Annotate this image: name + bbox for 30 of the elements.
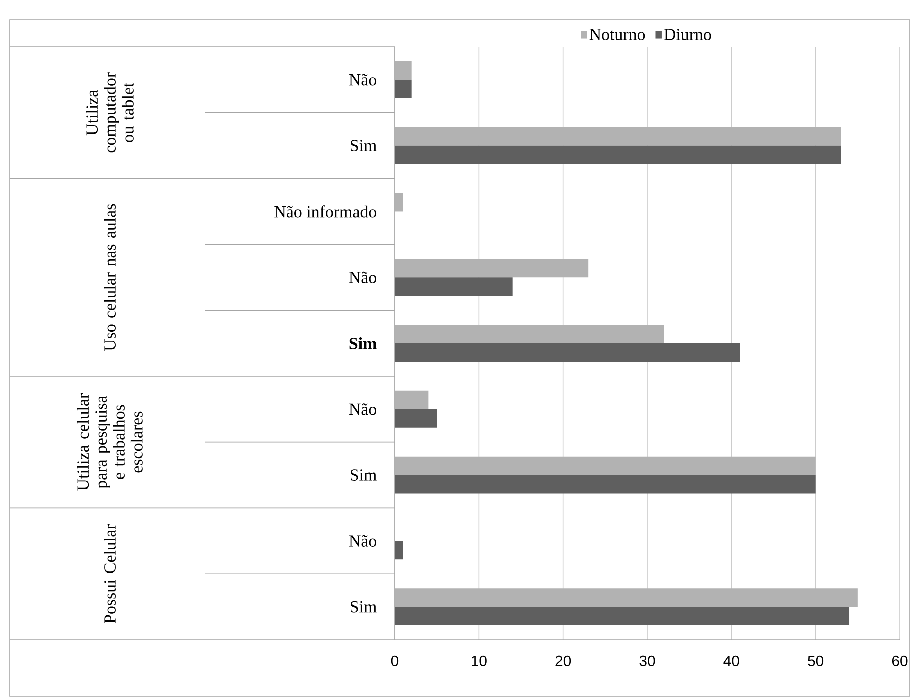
bar: [395, 409, 438, 428]
text: Uso celular nas aulas: [104, 204, 116, 352]
x-tick-label: 40: [724, 656, 740, 666]
bar: [395, 607, 850, 626]
bar: [395, 475, 816, 494]
text: Utiliza computador ou tablet: [86, 72, 134, 153]
x-tick-label: 0: [391, 656, 399, 666]
y-tick-label: Sim: [350, 338, 377, 350]
x-tick-label: 50: [808, 656, 824, 666]
bar: [395, 278, 513, 296]
y-tick-label: Não: [349, 74, 377, 86]
bar: [395, 146, 842, 164]
y-tick-label: Não: [349, 535, 377, 547]
text: Utiliza celular para pesquisa e trabalhos escolares: [77, 394, 143, 491]
bar: [395, 80, 412, 98]
legend-label: Diurno: [664, 29, 712, 40]
legend-label: Noturno: [590, 29, 646, 40]
text: Possui Celular: [104, 524, 116, 624]
x-tick-label: 60: [892, 656, 908, 666]
y-tick-label: Não: [349, 404, 377, 416]
y-tick-label: Não informado: [274, 206, 377, 218]
x-tick-label: 30: [640, 656, 656, 666]
y-tick-label: Sim: [351, 601, 377, 613]
x-tick-label: 20: [556, 656, 572, 666]
y-tick-label: Sim: [351, 140, 377, 152]
y-tick-label: Sim: [351, 470, 377, 481]
bar: [395, 541, 404, 560]
y-tick-label: Não: [349, 272, 377, 284]
bar: [395, 343, 740, 362]
x-tick-label: 10: [472, 656, 487, 666]
